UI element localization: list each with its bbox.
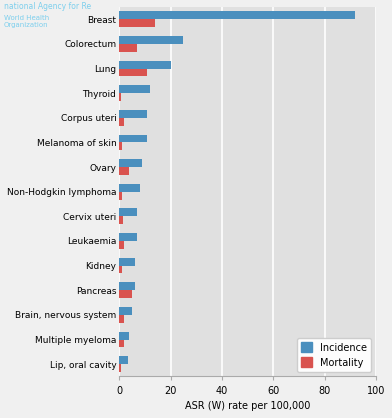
Text: World Health
Organization: World Health Organization xyxy=(4,15,49,28)
Bar xyxy=(119,61,171,69)
Bar xyxy=(119,118,124,126)
Bar xyxy=(119,93,120,101)
Bar xyxy=(119,192,122,199)
Bar xyxy=(119,290,132,298)
Bar xyxy=(119,19,155,27)
Bar xyxy=(119,258,134,265)
Bar xyxy=(119,85,150,93)
Bar xyxy=(119,283,134,290)
Bar xyxy=(119,217,123,224)
Bar xyxy=(119,110,147,118)
Bar xyxy=(119,339,124,347)
Bar xyxy=(119,143,122,150)
Bar xyxy=(119,44,137,52)
Bar xyxy=(119,167,129,175)
Bar xyxy=(119,307,132,315)
Bar xyxy=(119,315,124,323)
Bar xyxy=(119,159,142,167)
Text: national Agency for Re: national Agency for Re xyxy=(4,2,91,11)
Bar xyxy=(119,356,128,364)
Bar xyxy=(119,364,120,372)
Legend: Incidence, Mortality: Incidence, Mortality xyxy=(297,339,371,372)
Bar xyxy=(119,69,147,76)
Bar xyxy=(119,331,129,339)
Bar xyxy=(119,265,122,273)
Bar xyxy=(119,184,140,192)
Bar xyxy=(119,135,147,143)
Bar xyxy=(119,11,355,19)
Bar xyxy=(119,209,137,217)
Bar xyxy=(119,233,137,241)
X-axis label: ASR (W) rate per 100,000: ASR (W) rate per 100,000 xyxy=(185,401,310,411)
Bar xyxy=(119,241,124,249)
Bar xyxy=(119,36,183,44)
